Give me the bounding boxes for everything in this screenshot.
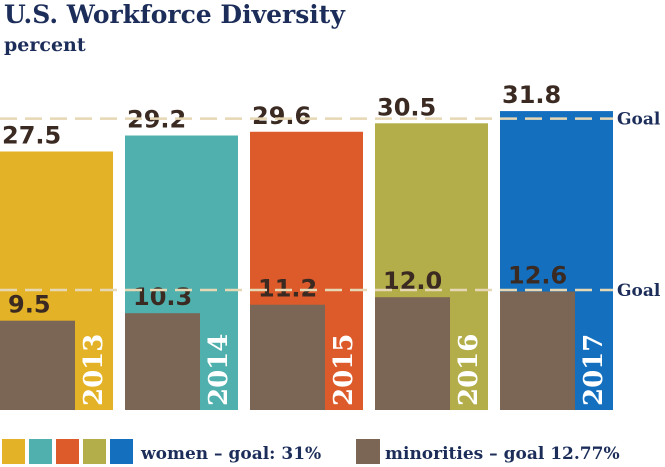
legend-swatch-women-2016 [83,439,106,464]
minorities-bar-2015 [250,304,325,410]
legend-swatch-women-2013 [2,439,25,464]
year-label-2014: 2014 [204,334,234,406]
legend-label-minorities: minorities – goal 12.77% [385,444,620,464]
minorities-bar-2013 [0,320,75,410]
chart-subtitle: percent [4,34,86,56]
minorities-value-label-2013: 9.5 [8,291,51,319]
year-label-2013: 2013 [79,334,109,406]
women-value-label-2016: 30.5 [377,93,436,121]
women-value-label-2015: 29.6 [252,102,311,130]
women-value-label-2013: 27.5 [2,122,61,150]
legend-label-women: women – goal: 31% [140,444,321,464]
year-label-2015: 2015 [329,334,359,406]
minorities-bar-2014 [125,313,200,410]
goal-label-minorities: Goal [617,281,661,301]
legend-swatch-women-2014 [29,439,52,464]
year-label-2017: 2017 [579,334,609,406]
minorities-bar-2017 [500,291,575,410]
legend-swatch-women-2017 [110,439,133,464]
legend-swatch-women-2015 [56,439,79,464]
women-value-label-2017: 31.8 [502,81,561,109]
year-label-2016: 2016 [454,334,484,406]
chart-title: U.S. Workforce Diversity [4,0,345,29]
minorities-value-label-2014: 10.3 [133,283,192,311]
minorities-value-label-2017: 12.6 [508,262,567,290]
goal-label-women: Goal [617,110,661,130]
minorities-bar-2016 [375,297,450,410]
legend-swatch-minorities [356,439,380,464]
